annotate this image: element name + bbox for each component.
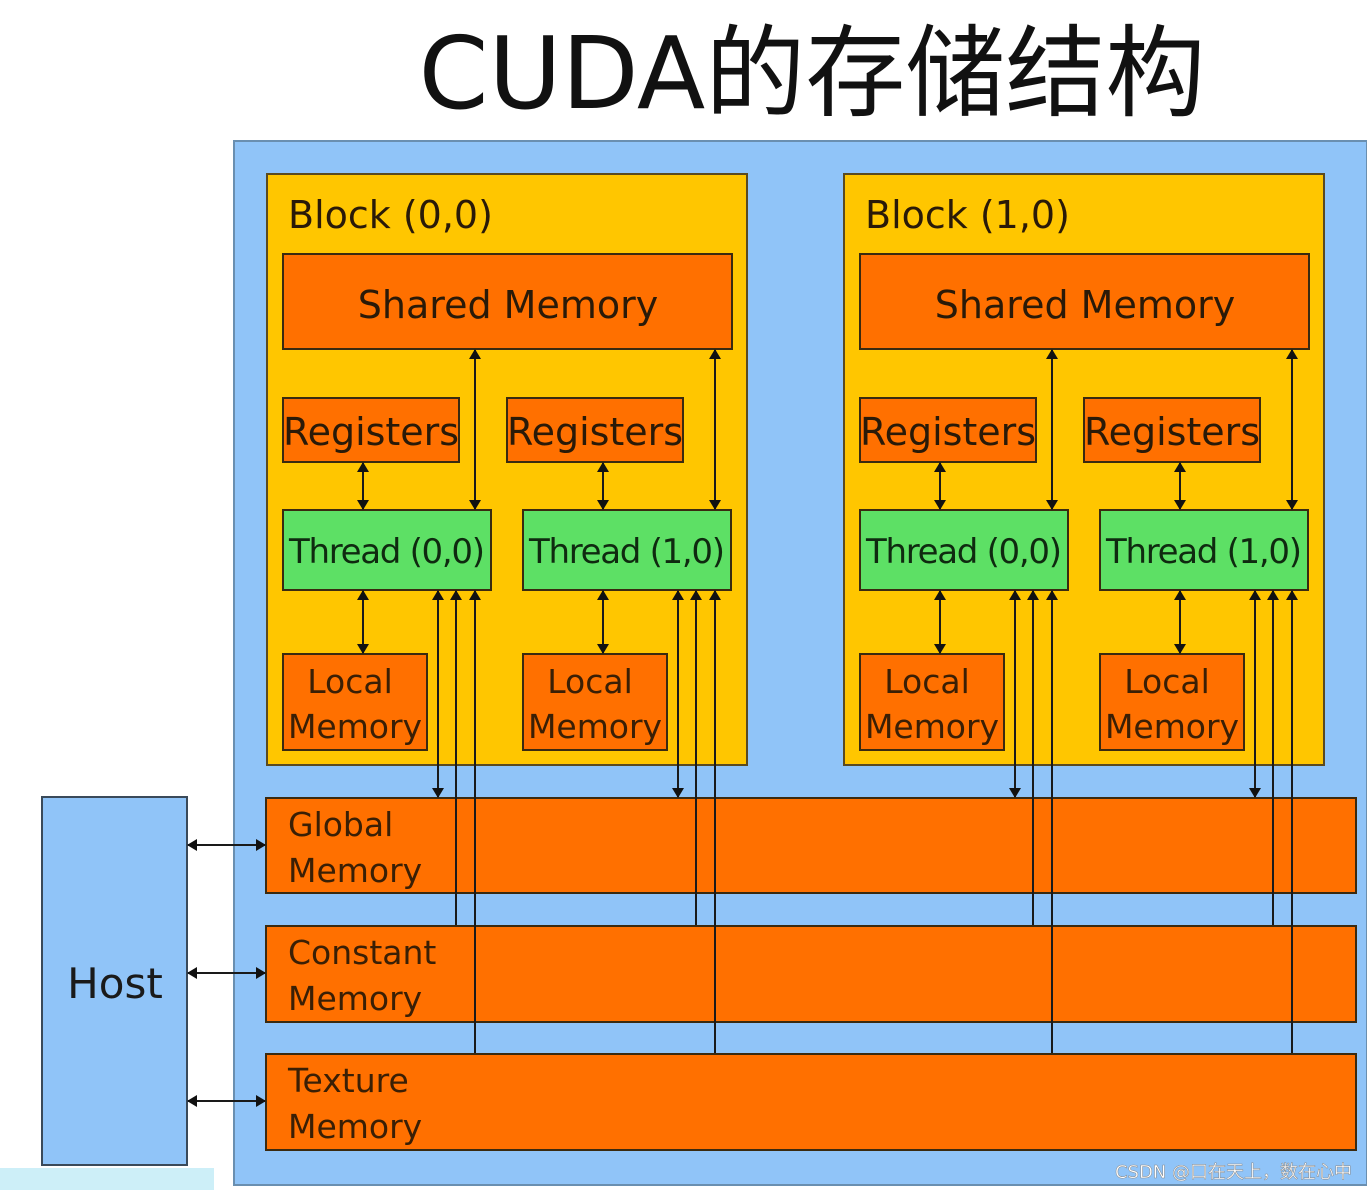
watermark: CSDN @口在天上，数在心中 (1115, 1162, 1352, 1183)
local-memory (522, 653, 668, 751)
local-memory-label: Local (547, 662, 633, 701)
page-title: CUDA的存储结构 (419, 15, 1206, 132)
shared-memory-label: Shared Memory (358, 283, 658, 327)
local-memory (859, 653, 1005, 751)
block-0: Block (0,0) Shared Memory Registers Thread … (266, 173, 748, 766)
shared-memory-label: Shared Memory (935, 283, 1235, 327)
registers (1083, 397, 1261, 463)
local-memory-label: Local (1124, 662, 1210, 701)
thread (522, 509, 732, 591)
svg-text:Texture: Texture (287, 1061, 409, 1100)
texture-memory: Texture Memory (265, 1053, 1357, 1151)
block-label: Block (0,0) (288, 193, 493, 237)
local-memory-label: Local (307, 662, 393, 701)
svg-text:Constant: Constant (288, 933, 436, 972)
registers-label: Registers (1084, 410, 1260, 454)
local-memory (282, 653, 428, 751)
svg-text:Memory: Memory (288, 851, 422, 890)
local-memory-label: Memory (865, 707, 999, 746)
bottom-strip (0, 1168, 214, 1190)
registers-label: Registers (860, 410, 1036, 454)
local-memory-label: Local (884, 662, 970, 701)
thread-label: Thread (1,0) (528, 532, 725, 572)
local-memory-label: Memory (1105, 707, 1239, 746)
global-memory: Global Memory (265, 797, 1357, 894)
registers-label: Registers (507, 410, 683, 454)
block-1: Block (1,0) Shared Memory Registers Thread … (843, 173, 1325, 766)
host-box: Host (41, 796, 188, 1166)
block-label: Block (1,0) (865, 193, 1070, 237)
shared-memory (282, 253, 733, 350)
thread (859, 509, 1069, 591)
svg-text:Host: Host (67, 959, 163, 1008)
svg-text:Memory: Memory (288, 1107, 422, 1146)
registers (506, 397, 684, 463)
local-memory-label: Memory (528, 707, 662, 746)
registers (282, 397, 460, 463)
shared-memory (859, 253, 1310, 350)
thread (282, 509, 492, 591)
constant-memory: Constant Memory (265, 925, 1357, 1023)
thread-label: Thread (1,0) (1105, 532, 1302, 572)
thread-label: Thread (0,0) (865, 532, 1062, 572)
svg-text:Memory: Memory (288, 979, 422, 1018)
registers (859, 397, 1037, 463)
registers-label: Registers (283, 410, 459, 454)
local-memory-label: Memory (288, 707, 422, 746)
svg-text:Global: Global (288, 805, 393, 844)
thread-label: Thread (0,0) (288, 532, 485, 572)
local-memory (1099, 653, 1245, 751)
thread (1099, 509, 1309, 591)
